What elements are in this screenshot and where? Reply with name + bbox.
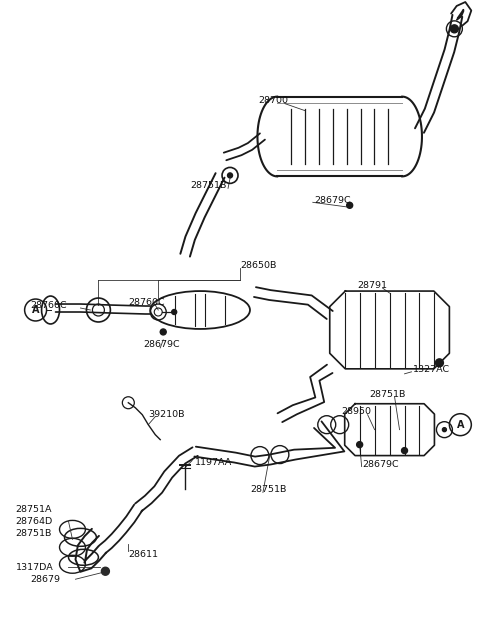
- Text: A: A: [456, 419, 464, 429]
- Text: 1317DA: 1317DA: [16, 563, 53, 572]
- Text: 28751B: 28751B: [16, 529, 52, 538]
- Circle shape: [443, 428, 446, 432]
- Circle shape: [435, 359, 444, 367]
- Text: 28791: 28791: [358, 280, 388, 290]
- Circle shape: [101, 567, 109, 575]
- Circle shape: [228, 173, 232, 178]
- Text: 28650B: 28650B: [240, 260, 276, 270]
- Text: 28679C: 28679C: [144, 341, 180, 349]
- Text: 28679C: 28679C: [363, 460, 399, 469]
- Text: 28760C: 28760C: [128, 297, 165, 307]
- Text: 28764D: 28764D: [16, 517, 53, 526]
- Circle shape: [402, 448, 408, 454]
- Text: 28679: 28679: [31, 575, 60, 583]
- Text: 28751B: 28751B: [370, 390, 406, 399]
- Text: 28950: 28950: [342, 408, 372, 416]
- Text: 28760C: 28760C: [31, 300, 67, 309]
- Text: 28679C: 28679C: [315, 196, 351, 205]
- Text: 1197AA: 1197AA: [195, 458, 232, 467]
- Circle shape: [450, 25, 458, 33]
- Text: 28751B: 28751B: [190, 181, 227, 190]
- Text: 28751B: 28751B: [250, 485, 287, 494]
- Text: A: A: [32, 305, 39, 315]
- Text: 28751A: 28751A: [16, 505, 52, 514]
- Circle shape: [172, 309, 177, 314]
- Circle shape: [357, 441, 363, 448]
- Circle shape: [347, 202, 353, 208]
- Text: 28611: 28611: [128, 550, 158, 559]
- Text: 28700: 28700: [258, 96, 288, 105]
- Text: 39210B: 39210B: [148, 410, 185, 419]
- Circle shape: [160, 329, 166, 335]
- Text: 1327AC: 1327AC: [412, 366, 450, 374]
